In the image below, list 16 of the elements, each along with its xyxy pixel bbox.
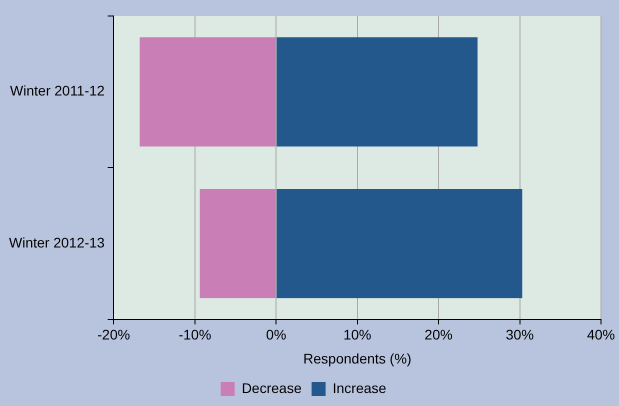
bar xyxy=(200,188,276,298)
y-tick-label: Winter 2011-12 xyxy=(10,82,105,99)
legend-label: Decrease xyxy=(242,380,302,396)
x-tick-label: 0% xyxy=(266,326,286,343)
x-tick-label: -20% xyxy=(97,326,130,343)
x-tick-label: 30% xyxy=(506,326,534,343)
x-tick-label: 40% xyxy=(586,326,616,343)
x-tick-label: -10% xyxy=(178,326,212,343)
x-axis-title: Respondents (%) xyxy=(303,350,412,366)
y-tick-label: Winter 2012-13 xyxy=(9,234,105,250)
legend-label: Increase xyxy=(332,380,387,396)
x-tick-label: 20% xyxy=(424,326,453,343)
bar xyxy=(140,37,276,146)
bar xyxy=(276,37,478,146)
x-tick-label: 10% xyxy=(343,326,372,343)
bar xyxy=(276,188,522,298)
